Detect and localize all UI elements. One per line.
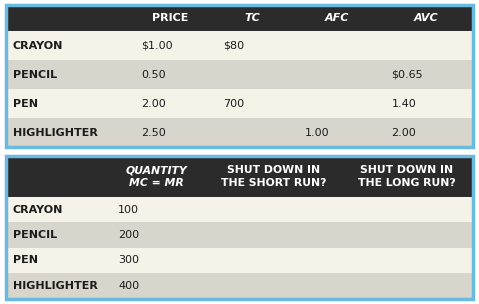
Text: 1.00: 1.00 — [305, 128, 330, 138]
Bar — [6, 222, 473, 248]
Bar — [6, 5, 473, 32]
Text: $0.65: $0.65 — [391, 70, 423, 80]
Text: 700: 700 — [223, 99, 244, 109]
Bar — [6, 248, 473, 273]
Text: SHUT DOWN IN
THE SHORT RUN?: SHUT DOWN IN THE SHORT RUN? — [221, 165, 326, 188]
Bar — [6, 273, 473, 299]
Text: SHUT DOWN IN
THE LONG RUN?: SHUT DOWN IN THE LONG RUN? — [358, 165, 456, 188]
Text: PEN: PEN — [13, 255, 38, 265]
Text: 200: 200 — [118, 230, 139, 240]
Text: 400: 400 — [118, 281, 139, 291]
Text: AFC: AFC — [324, 13, 349, 23]
Text: 100: 100 — [118, 205, 139, 215]
Bar — [6, 197, 473, 222]
Text: PENCIL: PENCIL — [13, 70, 57, 80]
Text: PENCIL: PENCIL — [13, 230, 57, 240]
Text: $1.00: $1.00 — [141, 41, 173, 51]
Bar — [6, 60, 473, 89]
Text: 2.50: 2.50 — [141, 128, 166, 138]
Text: PRICE: PRICE — [152, 13, 189, 23]
Text: HIGHLIGHTER: HIGHLIGHTER — [13, 281, 98, 291]
Text: 0.50: 0.50 — [141, 70, 166, 80]
Text: TC: TC — [244, 13, 260, 23]
Text: 2.00: 2.00 — [391, 128, 416, 138]
Text: PEN: PEN — [13, 99, 38, 109]
Bar — [6, 89, 473, 119]
Text: QUANTITY
MC = MR: QUANTITY MC = MR — [125, 165, 187, 188]
Text: $80: $80 — [223, 41, 244, 51]
Text: 1.40: 1.40 — [391, 99, 416, 109]
Text: 2.00: 2.00 — [141, 99, 166, 109]
Text: 300: 300 — [118, 255, 139, 265]
Text: HIGHLIGHTER: HIGHLIGHTER — [13, 128, 98, 138]
Text: CRAYON: CRAYON — [13, 205, 63, 215]
Text: AVC: AVC — [414, 13, 439, 23]
Bar — [6, 32, 473, 60]
Bar — [6, 119, 473, 147]
Bar — [6, 156, 473, 197]
Text: CRAYON: CRAYON — [13, 41, 63, 51]
